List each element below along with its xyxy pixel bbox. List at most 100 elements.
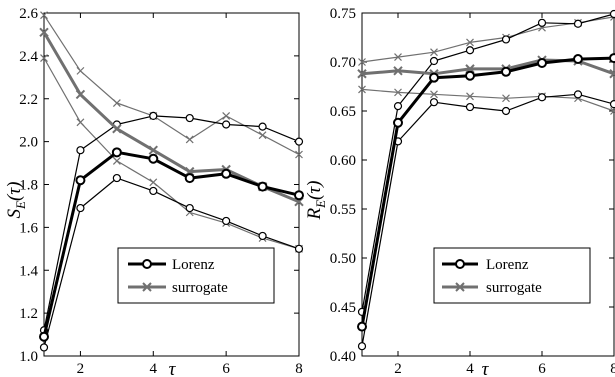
right-lorenz-mean-point	[537, 57, 547, 68]
left-legend-lorenz-marker	[142, 259, 152, 269]
left-lorenz-mean-point	[75, 175, 86, 186]
right-lorenz-band-lower-point	[465, 102, 475, 112]
left-lorenz-band-lower-point	[149, 186, 158, 196]
left-lorenz-mean-point	[111, 147, 122, 158]
right-lorenz-band-lower-point	[357, 342, 367, 351]
right-series	[357, 9, 615, 351]
right-lorenz-band-upper-point	[393, 101, 403, 111]
right-xtick-label: 8	[610, 361, 615, 377]
left-surrogate-band-upper-point	[185, 135, 194, 144]
left-lorenz-mean-point	[221, 168, 232, 179]
right-ytick-label: 0.55	[330, 202, 356, 218]
right-legend-box	[433, 247, 591, 304]
left-surrogate-band-upper-point	[295, 150, 303, 159]
right-lorenz-mean-point	[501, 66, 511, 77]
left-lorenz-band-lower-point	[112, 173, 121, 183]
left-ytick-label: 1.4	[19, 263, 38, 279]
left-ytick-label: 2.2	[19, 92, 38, 108]
left-surrogate-band-lower-point	[149, 178, 158, 187]
right-surrogate-mean-point	[393, 66, 403, 76]
left-lorenz-band-upper-point	[76, 146, 85, 155]
left-lorenz-band-lower-line	[43, 177, 300, 348]
right-surrogate-band-lower-line	[361, 88, 615, 112]
right-legend: Lorenz surrogate	[433, 247, 591, 304]
left-lorenz-mean-point	[39, 331, 49, 342]
right-ylabel: RE(τ)	[304, 180, 328, 220]
right-ytick-label: 0.75	[330, 6, 356, 22]
left-surrogate-mean-point	[39, 27, 49, 38]
left-xtick-label: 6	[222, 361, 230, 377]
right-lorenz-band-upper-point	[501, 35, 511, 44]
left-ytick-label: 2.0	[19, 135, 38, 151]
right-ticks: 0.40 0.45 0.50 0.55 0.60 0.65 0.70 0.75 2 4 6 8	[330, 6, 615, 377]
left-legend-lorenz-label: Lorenz	[172, 257, 215, 273]
left-lorenz-band-upper-point	[258, 122, 267, 131]
left-surrogate-mean-point	[148, 145, 158, 155]
left-xtick-label: 4	[150, 361, 158, 377]
right-ytick-label: 0.50	[330, 251, 356, 267]
left-lorenz-band-upper-point	[149, 111, 158, 121]
right-lorenz-band-lower-point	[501, 106, 511, 116]
left-legend: Lorenz surrogate	[117, 247, 275, 304]
right-legend-lorenz-marker	[455, 259, 465, 269]
left-legend-surrogate-label: surrogate	[172, 280, 228, 296]
left-ylabel: SE(τ)	[4, 182, 28, 219]
right-ylabel-sub: E	[313, 200, 328, 209]
right-xtick-label: 4	[466, 361, 474, 377]
right-lorenz-mean-point	[429, 72, 439, 83]
left-series	[39, 11, 304, 352]
left-chart-panel: 1.01.21.41.61.82.02.22.42.62 4 6 8 SE(τ) τ …	[4, 6, 304, 377]
right-surrogate-band-upper-point	[358, 58, 366, 66]
right-surrogate-band-lower-point	[610, 107, 615, 115]
left-surrogate-band-lower-point	[112, 156, 121, 165]
left-ticks: 1.0 1.2 1.4 1.6 1.8 2.0 2.2 2.4 2.6 2 4 6 8	[19, 6, 303, 377]
right-lorenz-band-lower-point	[537, 93, 547, 102]
left-lorenz-mean-line	[42, 150, 300, 338]
left-lorenz-band-upper-point	[294, 137, 304, 146]
right-lorenz-mean-point	[465, 70, 475, 81]
right-surrogate-band-lower-point	[358, 85, 366, 94]
right-lorenz-band-lower-point	[429, 98, 439, 107]
right-surrogate-band-upper-point	[394, 53, 402, 62]
right-legend-lorenz-label: Lorenz	[486, 257, 529, 273]
right-surrogate-mean-point	[357, 69, 367, 79]
right-lorenz-band-upper-point	[537, 18, 547, 27]
left-ytick-label: 1.0	[19, 349, 38, 365]
right-legend-surrogate-marker	[455, 282, 465, 292]
left-ytick-label: 1.8	[19, 178, 38, 194]
right-chart-panel: 0.40 0.45 0.50 0.55 0.60 0.65 0.70 0.75 2 4 6 8 RE(…	[304, 6, 615, 377]
right-ytick-label: 0.60	[330, 153, 356, 169]
left-surrogate-band-lower-line	[43, 57, 300, 250]
left-lorenz-mean-point	[257, 181, 268, 192]
right-lorenz-mean-point	[573, 54, 583, 65]
left-lorenz-mean-point	[148, 153, 159, 164]
left-surrogate-band-upper-point	[258, 131, 267, 140]
left-lorenz-band-upper-line	[43, 115, 300, 331]
right-legend-surrogate-label: surrogate	[486, 280, 542, 296]
left-xtick-label: 8	[295, 361, 303, 377]
right-plot-frame	[361, 12, 615, 357]
left-lorenz-band-lower-point	[39, 343, 49, 352]
left-surrogate-band-upper-line	[43, 14, 300, 156]
right-lorenz-mean-point	[609, 53, 615, 64]
right-lorenz-band-upper-point	[609, 9, 615, 19]
left-lorenz-band-upper-point	[185, 113, 194, 123]
right-lorenz-mean-point	[357, 321, 367, 332]
left-lorenz-band-lower-point	[76, 203, 85, 213]
left-legend-box	[117, 247, 275, 304]
left-ytick-label: 2.6	[19, 6, 38, 22]
right-ylabel-main: R	[304, 208, 325, 221]
left-lorenz-band-lower-point	[294, 244, 304, 253]
right-lorenz-band-upper-point	[429, 56, 439, 66]
left-xtick-label: 2	[77, 361, 85, 377]
left-lorenz-band-upper-point	[222, 120, 231, 129]
right-surrogate-band-lower-point	[466, 92, 474, 101]
left-ylabel-sub: E	[13, 201, 28, 210]
right-lorenz-band-lower-line	[361, 93, 615, 347]
left-surrogate-band-upper-point	[76, 66, 85, 75]
right-lorenz-band-upper-point	[573, 19, 583, 28]
left-surrogate-band-upper-point	[222, 111, 231, 120]
left-surrogate-band-lower-point	[76, 118, 85, 127]
right-ytick-label: 0.70	[330, 55, 356, 71]
